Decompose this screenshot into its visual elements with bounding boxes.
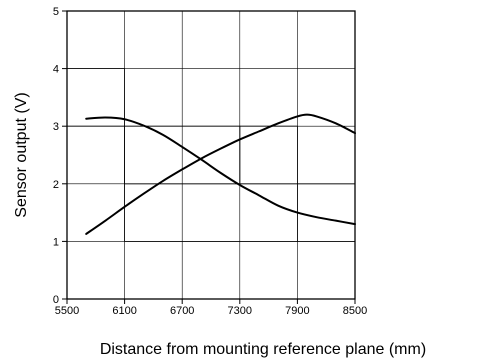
y-tick-label-4: 4: [53, 64, 59, 76]
x-tick-label-8500: 8500: [343, 305, 367, 317]
y-axis-tick-labels: 0 1 2 3 4 5: [53, 6, 59, 306]
series-curve-1: [85, 116, 356, 226]
x-axis-tick-labels: 5500 6100 6700 7300 7900 8500: [55, 305, 367, 317]
data-series: [85, 113, 356, 235]
y-axis-title: Sensor output (V): [13, 92, 30, 217]
reference-step-2: [67, 125, 355, 185]
y-tick-label-5: 5: [53, 6, 59, 18]
y-tick-label-2: 2: [53, 179, 59, 191]
x-tick-label-7300: 7300: [228, 305, 252, 317]
plot-frame: [66, 10, 356, 300]
x-tick-label-6100: 6100: [112, 305, 136, 317]
x-axis-title: Distance from mounting reference plane (…: [100, 341, 426, 358]
x-tick-label-7900: 7900: [285, 305, 309, 317]
y-tick-label-1: 1: [53, 236, 59, 248]
series-curve-2: [85, 113, 356, 235]
axis-ticks: [62, 10, 356, 304]
y-tick-label-3: 3: [53, 121, 59, 133]
y-tick-label-0: 0: [53, 294, 59, 306]
x-tick-label-6700: 6700: [170, 305, 194, 317]
grid-lines: [67, 11, 355, 299]
x-tick-label-5500: 5500: [55, 305, 79, 317]
